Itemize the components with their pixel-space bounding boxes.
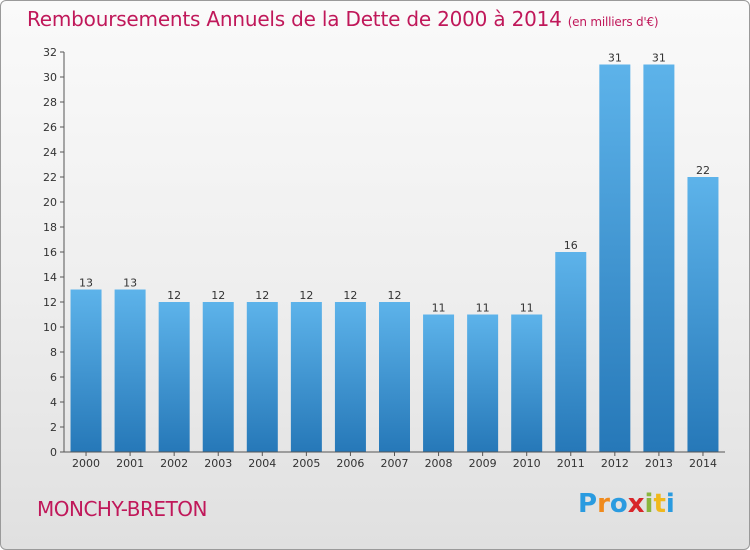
data-label: 12 xyxy=(299,289,313,302)
y-tick-label: 0 xyxy=(50,446,57,459)
logo-letter: o xyxy=(609,489,628,519)
chart-title-text: Remboursements Annuels de la Dette de 20… xyxy=(27,7,562,31)
data-label: 22 xyxy=(696,164,710,177)
data-label: 31 xyxy=(608,52,622,65)
logo-letter: x xyxy=(627,489,645,519)
x-tick-label: 2011 xyxy=(557,457,585,470)
x-tick-label: 2009 xyxy=(469,457,497,470)
logo-letter: t xyxy=(653,489,666,519)
chart-title: Remboursements Annuels de la Dette de 20… xyxy=(27,7,659,31)
x-tick-label: 2004 xyxy=(248,457,276,470)
y-tick-label: 16 xyxy=(43,246,57,259)
bar xyxy=(290,302,322,452)
x-tick-label: 2000 xyxy=(72,457,100,470)
bar xyxy=(511,314,543,452)
x-axis: 2000 2001 2002 2003 2004 2005 2006 2007 2008 2009… xyxy=(64,451,725,470)
logo-letter: i xyxy=(644,489,654,519)
data-label: 12 xyxy=(211,289,225,302)
data-label: 12 xyxy=(255,289,269,302)
logo-letter: P xyxy=(578,489,598,519)
chart-subtitle: (en milliers d'€) xyxy=(567,15,659,29)
y-tick-label: 30 xyxy=(43,71,57,84)
y-tick-label: 4 xyxy=(50,396,57,409)
x-tick-label: 2012 xyxy=(601,457,629,470)
x-tick-label: 2013 xyxy=(645,457,673,470)
x-tick-label: 2003 xyxy=(204,457,232,470)
y-tick-label: 10 xyxy=(43,321,57,334)
y-tick-label: 2 xyxy=(50,421,57,434)
x-tick-label: 2007 xyxy=(381,457,409,470)
y-tick-label: 32 xyxy=(43,46,57,59)
data-label: 13 xyxy=(123,277,137,290)
bar xyxy=(555,252,587,452)
bar xyxy=(379,302,410,452)
bar xyxy=(643,64,675,452)
bar xyxy=(334,302,366,452)
y-tick-label: 12 xyxy=(43,296,57,309)
x-tick-label: 2006 xyxy=(336,457,364,470)
y-tick-label: 8 xyxy=(50,346,57,359)
data-label: 12 xyxy=(167,289,181,302)
bar xyxy=(467,314,499,452)
y-tick-label: 22 xyxy=(43,171,57,184)
y-tick-label: 28 xyxy=(43,96,57,109)
x-tick-label: 2014 xyxy=(689,457,717,470)
y-tick-label: 20 xyxy=(43,196,57,209)
bar xyxy=(202,302,234,452)
commune-name: MONCHY-BRETON xyxy=(37,497,207,521)
x-tick-label: 2001 xyxy=(116,457,144,470)
logo-letter: r xyxy=(597,489,610,519)
data-label: 13 xyxy=(79,277,93,290)
bar xyxy=(158,302,190,452)
data-label: 16 xyxy=(564,239,578,252)
y-tick-label: 18 xyxy=(43,221,57,234)
y-tick-label: 26 xyxy=(43,121,57,134)
y-tick-label: 24 xyxy=(43,146,57,159)
bars: 13 13 12 12 12 12 12 12 11 11 11 16 31 31 22 xyxy=(70,52,719,452)
x-tick-label: 2008 xyxy=(425,457,453,470)
data-label: 11 xyxy=(432,302,446,315)
y-tick-label: 14 xyxy=(43,271,57,284)
data-label: 12 xyxy=(343,289,357,302)
x-tick-label: 2002 xyxy=(160,457,188,470)
bar xyxy=(246,302,278,452)
x-tick-label: 2010 xyxy=(513,457,541,470)
proxiti-logo: Proxiti xyxy=(578,489,675,519)
logo-letter: i xyxy=(665,489,675,519)
data-label: 11 xyxy=(476,302,490,315)
data-label: 11 xyxy=(520,302,534,315)
bar xyxy=(687,177,719,452)
data-label: 12 xyxy=(388,289,402,302)
data-label: 31 xyxy=(652,52,666,65)
bar xyxy=(599,64,631,452)
x-tick-label: 2005 xyxy=(292,457,320,470)
bar xyxy=(70,289,102,452)
bar xyxy=(114,289,146,452)
bar xyxy=(423,314,455,452)
y-tick-label: 6 xyxy=(50,371,57,384)
